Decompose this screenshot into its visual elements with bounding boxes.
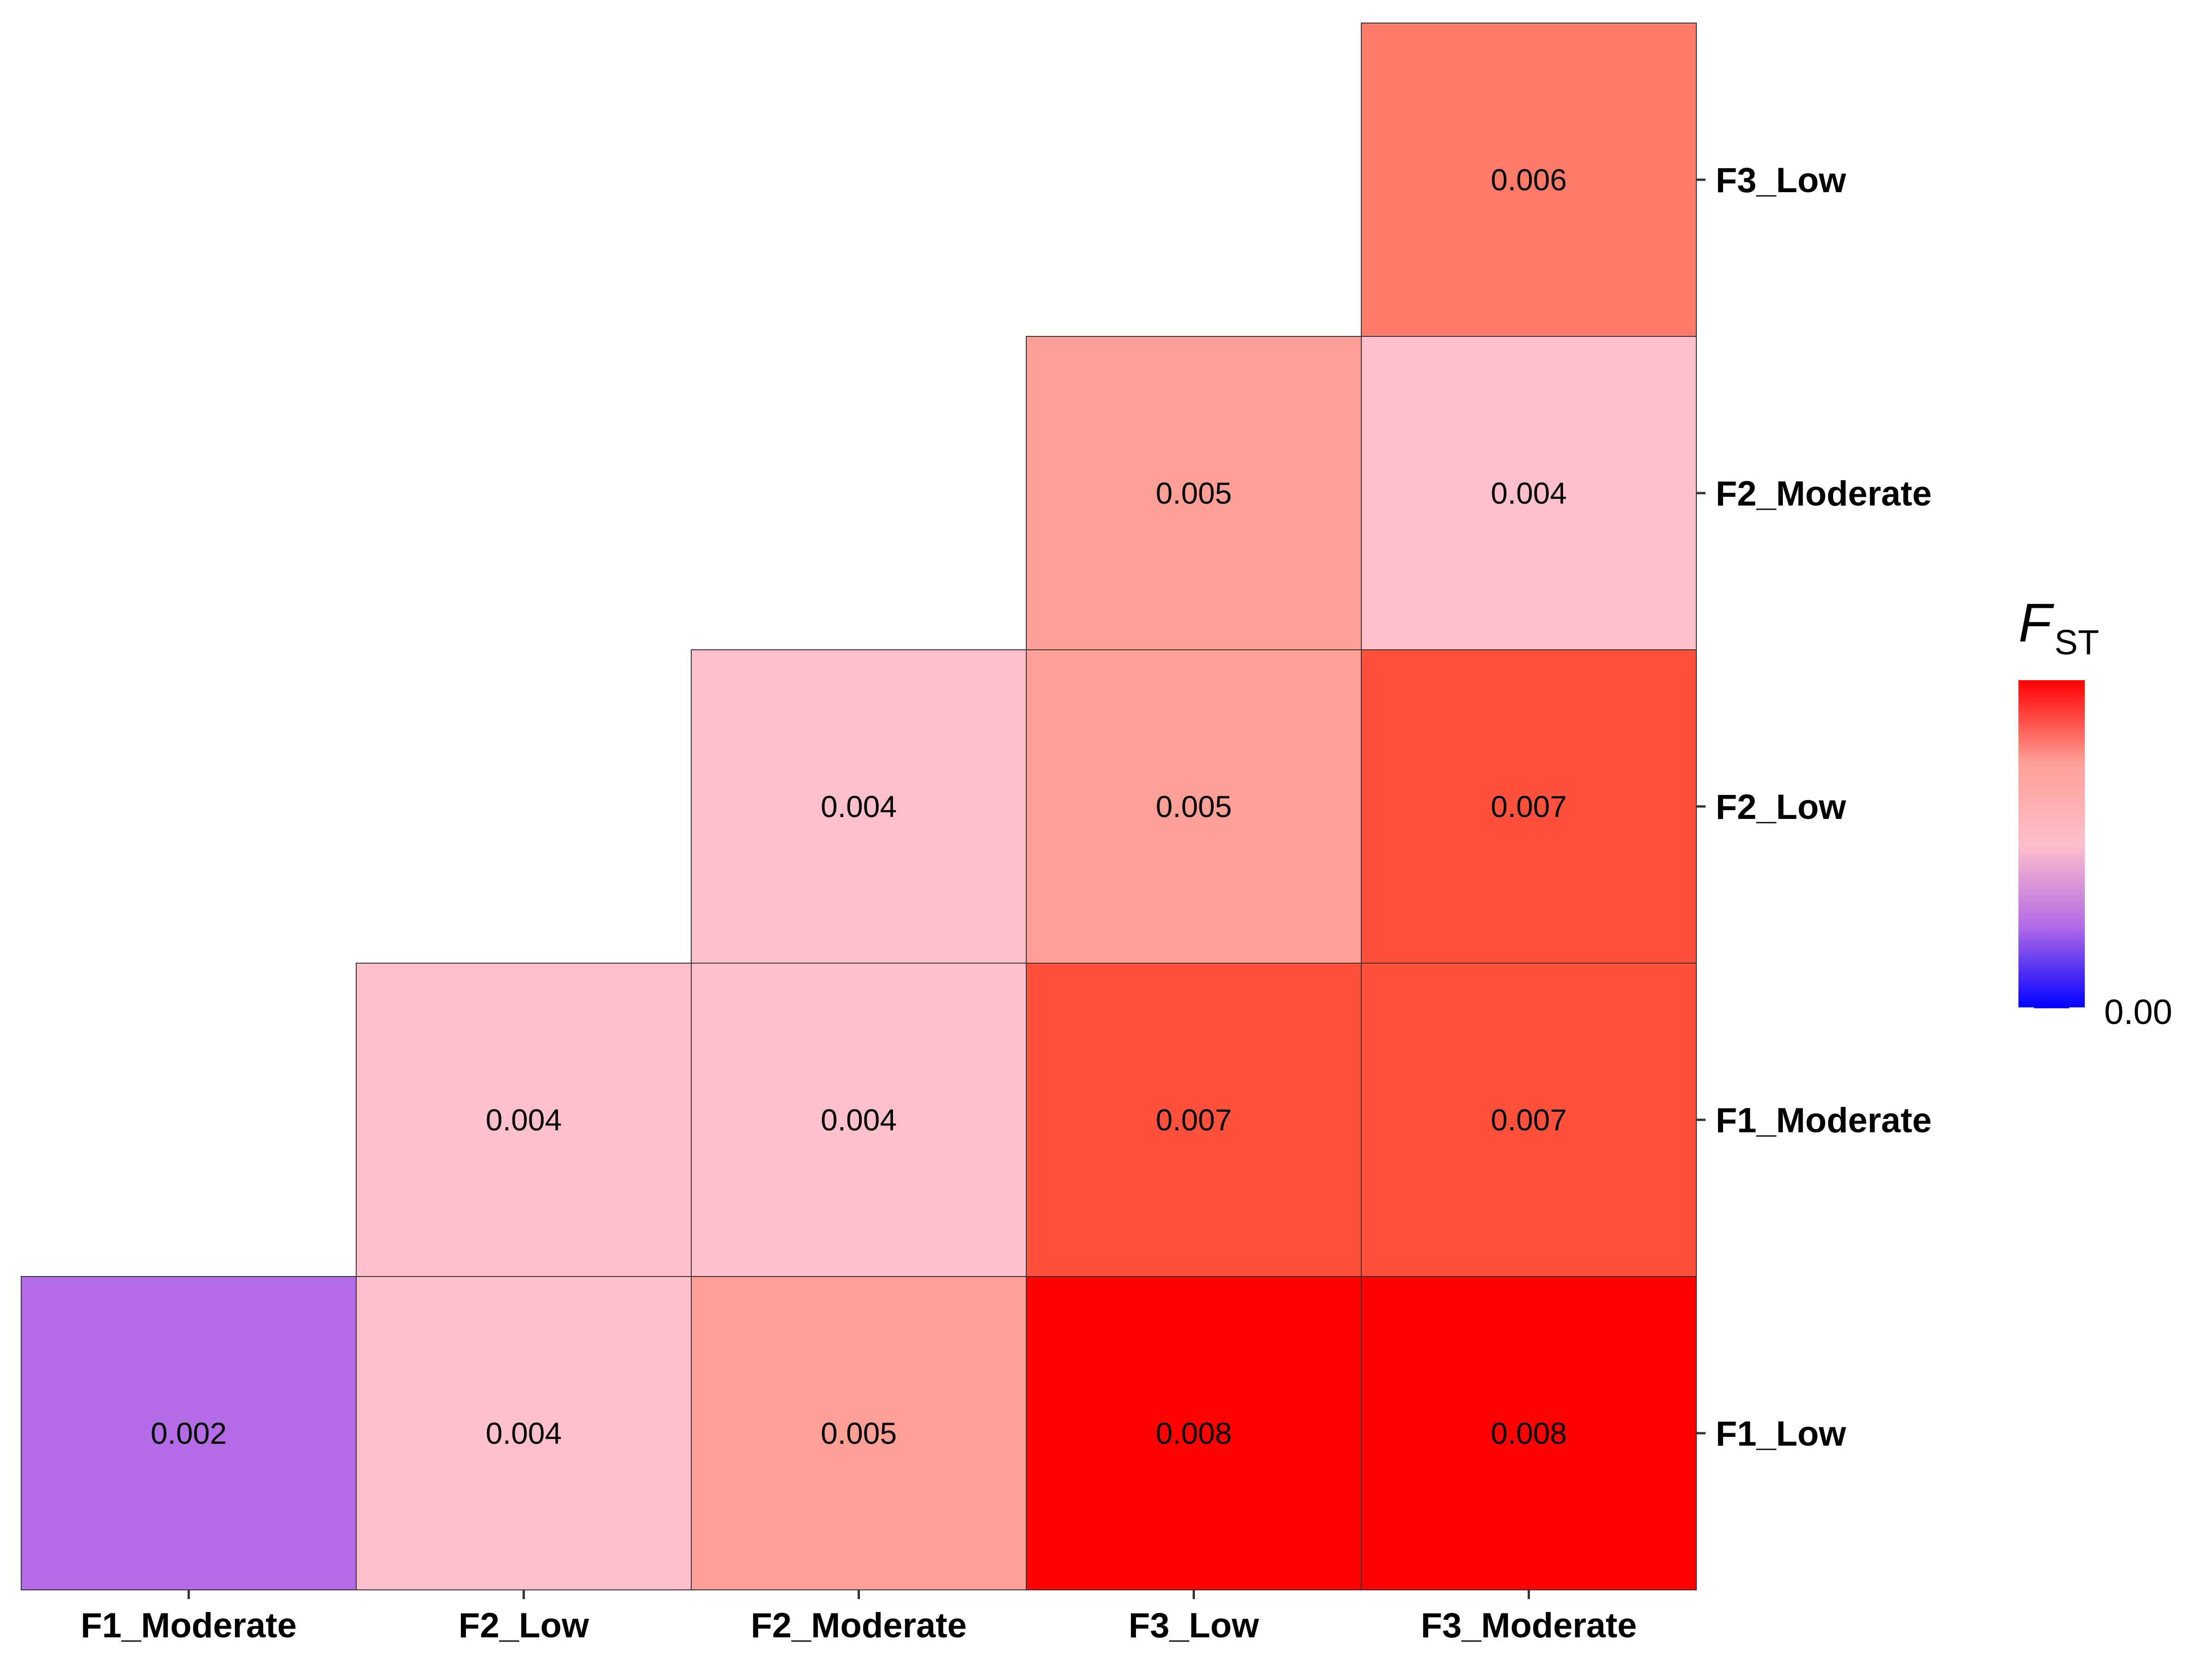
y-tick-label: F1_Moderate bbox=[1716, 1101, 1932, 1140]
cell-value-label: 0.005 bbox=[1156, 789, 1232, 824]
x-tick-label: F3_Moderate bbox=[1421, 1606, 1637, 1645]
legend-title: FST bbox=[2018, 593, 2099, 662]
legend-tick-label: 0.00 bbox=[2104, 993, 2172, 1032]
cell-value-label: 0.004 bbox=[1491, 476, 1567, 510]
legend-title-sub: ST bbox=[2054, 623, 2099, 662]
cell-value-label: 0.005 bbox=[1156, 476, 1232, 510]
y-tick-label: F2_Low bbox=[1716, 788, 1847, 827]
heatmap-cell bbox=[1361, 1276, 1697, 1590]
heatmap-cell bbox=[356, 963, 692, 1277]
x-tick-label: F2_Moderate bbox=[751, 1606, 967, 1645]
cell-value-label: 0.002 bbox=[151, 1416, 227, 1450]
heatmap-cell bbox=[1361, 649, 1697, 964]
cell-value-label: 0.005 bbox=[821, 1416, 897, 1450]
legend: FST 0.00 bbox=[2018, 593, 2172, 1032]
cell-value-label: 0.004 bbox=[821, 789, 897, 824]
cell-value-label: 0.004 bbox=[486, 1416, 562, 1450]
cell-value-label: 0.004 bbox=[486, 1103, 562, 1137]
y-tick-label: F1_Low bbox=[1716, 1414, 1847, 1453]
heatmap-cell bbox=[1026, 963, 1362, 1277]
x-tick-label: F1_Moderate bbox=[81, 1606, 297, 1645]
heatmap-cell bbox=[1361, 963, 1697, 1277]
heatmap-cell bbox=[691, 649, 1027, 964]
x-tick-label: F3_Low bbox=[1129, 1606, 1259, 1645]
y-axis: F1_Low F1_Moderate F2_Low F2_Moderate F3_Low bbox=[1696, 161, 1932, 1453]
legend-title-main: F bbox=[2018, 593, 2054, 653]
cell-value-label: 0.008 bbox=[1156, 1416, 1232, 1450]
heatmap-cell bbox=[1026, 1276, 1362, 1590]
cell-value-label: 0.006 bbox=[1491, 163, 1567, 197]
x-axis: F1_Moderate F2_Low F2_Moderate F3_Low F3_Mod… bbox=[81, 1590, 1637, 1645]
heatmap-cell bbox=[21, 1276, 357, 1590]
cell-value-label: 0.007 bbox=[1491, 1103, 1567, 1137]
heatmap-cell bbox=[356, 1276, 692, 1590]
cell-value-label: 0.007 bbox=[1491, 789, 1567, 824]
heatmap-cell bbox=[1026, 336, 1362, 650]
cell-value-label: 0.004 bbox=[821, 1103, 897, 1137]
heatmap-cells: 0.002 0.004 0.005 0.008 0.008 0.004 0.004 0.007… bbox=[21, 23, 1697, 1590]
heatmap-cell bbox=[691, 963, 1027, 1277]
x-tick-label: F2_Low bbox=[459, 1606, 589, 1645]
cell-value-label: 0.008 bbox=[1491, 1416, 1567, 1450]
cell-value-label: 0.007 bbox=[1156, 1103, 1232, 1137]
heatmap-cell bbox=[1361, 23, 1697, 337]
legend-colorbar bbox=[2018, 680, 2085, 1008]
y-tick-label: F3_Low bbox=[1716, 161, 1847, 200]
y-tick-label: F2_Moderate bbox=[1716, 474, 1932, 513]
